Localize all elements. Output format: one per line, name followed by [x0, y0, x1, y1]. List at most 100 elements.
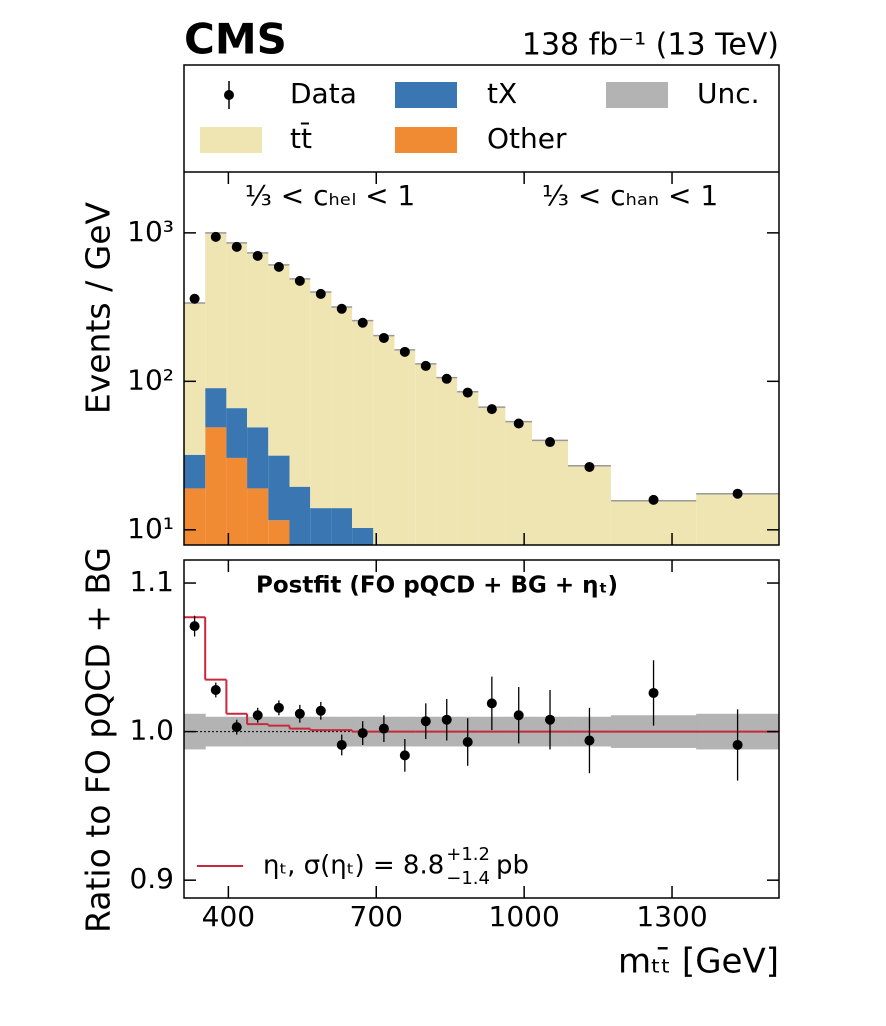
histogram-segment: [205, 232, 227, 389]
ratio-plot-area: [184, 615, 779, 781]
histogram-segment: [184, 488, 206, 545]
histogram-segment: [268, 455, 290, 521]
histogram-segment: [247, 488, 269, 545]
y-axis-label: Ratio to FO pQCD + BG: [79, 547, 118, 933]
histogram-segment: [184, 302, 206, 455]
overlay: 10¹ 10² 10³ Data tX Unc. tt̄ Other 0.9 1.0 1.1 400 7…: [127, 77, 779, 933]
data-point: [273, 261, 284, 272]
histogram-segment: [457, 391, 479, 545]
data-point: [648, 494, 659, 505]
data-point: [420, 360, 431, 371]
legend-label: Unc.: [697, 77, 760, 110]
data-point: [399, 346, 410, 357]
histogram-segment: [247, 252, 269, 428]
legend-label: Data: [290, 77, 357, 110]
data-point: [210, 685, 221, 695]
x-tick-label: 700: [350, 900, 403, 933]
x-axis-label: mₜₜ̄ [GeV]: [618, 942, 779, 982]
y-tick-label: 0.9: [129, 862, 174, 895]
data-point: [252, 710, 263, 721]
data-point: [545, 714, 556, 725]
legend-label: Other: [487, 122, 567, 155]
legend-label-down: −1.4: [446, 868, 490, 889]
histogram-segment: [352, 527, 374, 545]
data-point: [648, 687, 659, 698]
data-point: [273, 702, 284, 713]
histogram-segment: [352, 320, 374, 528]
fit-label: Postfit (FO pQCD + BG + ηₜ): [256, 573, 618, 599]
legend-label: ηₜ, σ(ηₜ) = 8.8: [263, 851, 444, 881]
x-tick-label: 1300: [636, 900, 707, 933]
data-point: [513, 418, 524, 429]
experiment-label: CMS: [184, 15, 287, 64]
data-point: [336, 739, 347, 750]
data-point: [732, 488, 743, 499]
top-plot-area: [184, 231, 779, 634]
data-point: [513, 710, 524, 721]
histogram-segment: [696, 589, 779, 634]
histogram-segment: [611, 589, 696, 634]
y-tick-label: 1.0: [129, 714, 174, 747]
histogram-segment: [205, 427, 227, 545]
y-tick-label: 10¹: [127, 512, 174, 545]
data-point: [486, 698, 497, 709]
data-point: [357, 728, 368, 739]
legend-swatch: [395, 82, 457, 108]
legend-label-up: +1.2: [446, 844, 490, 865]
y-tick-label: 1.1: [129, 565, 174, 598]
data-point: [399, 750, 410, 761]
data-point: [315, 705, 326, 716]
data-point: [210, 231, 221, 242]
histogram-segment: [505, 421, 533, 545]
uncertainty-band: [268, 716, 290, 747]
histogram-segment: [310, 508, 332, 545]
top-frame: [183, 64, 780, 546]
histogram-segment: [436, 377, 458, 545]
histogram-segment: [331, 306, 353, 509]
data-point: [378, 723, 389, 734]
data-point: [294, 708, 305, 719]
data-point: [420, 716, 431, 727]
histogram-segment: [226, 408, 248, 458]
annotation: ⅓ < cₕₑₗ < 1: [245, 179, 416, 212]
histogram-segment: [532, 440, 569, 545]
histogram-segment: [247, 427, 269, 489]
data-point: [462, 737, 473, 747]
x-tick-label: 1000: [489, 900, 560, 933]
histogram-segment: [184, 454, 206, 489]
ratio-frame: [183, 559, 780, 899]
legend-swatch: [606, 82, 668, 108]
legend-swatch: [395, 127, 457, 153]
legend-label-unit: pb: [496, 851, 529, 881]
legend-swatch: [200, 127, 262, 153]
data-point: [315, 288, 326, 299]
histogram-segment: [205, 388, 227, 428]
data-point: [732, 739, 743, 750]
data-point: [584, 735, 595, 746]
luminosity-label: 138 fb⁻¹ (13 TeV): [522, 28, 779, 63]
data-point: [231, 241, 242, 252]
data-point: [294, 275, 305, 286]
y-tick-label: 10³: [127, 215, 174, 248]
histogram-segment: [310, 291, 332, 509]
x-tick-label: 400: [202, 900, 255, 933]
legend-marker: [224, 90, 234, 100]
data-point: [545, 437, 556, 448]
histogram-segment: [289, 278, 311, 487]
data-point: [462, 387, 473, 398]
data-point: [189, 621, 200, 632]
annotation: ⅓ < cₕₐₙ < 1: [542, 179, 718, 212]
histogram-segment: [478, 407, 506, 545]
histogram-segment: [289, 486, 311, 545]
histogram-segment: [226, 457, 248, 545]
y-axis-label: Events / GeV: [79, 201, 118, 414]
legend-label: tX: [487, 77, 517, 110]
histogram-segment: [268, 520, 290, 545]
histogram-segment: [568, 465, 611, 545]
histogram-segment: [268, 264, 290, 456]
histogram-segment: [696, 493, 779, 545]
histogram-segment: [226, 242, 248, 409]
data-point: [252, 250, 263, 261]
